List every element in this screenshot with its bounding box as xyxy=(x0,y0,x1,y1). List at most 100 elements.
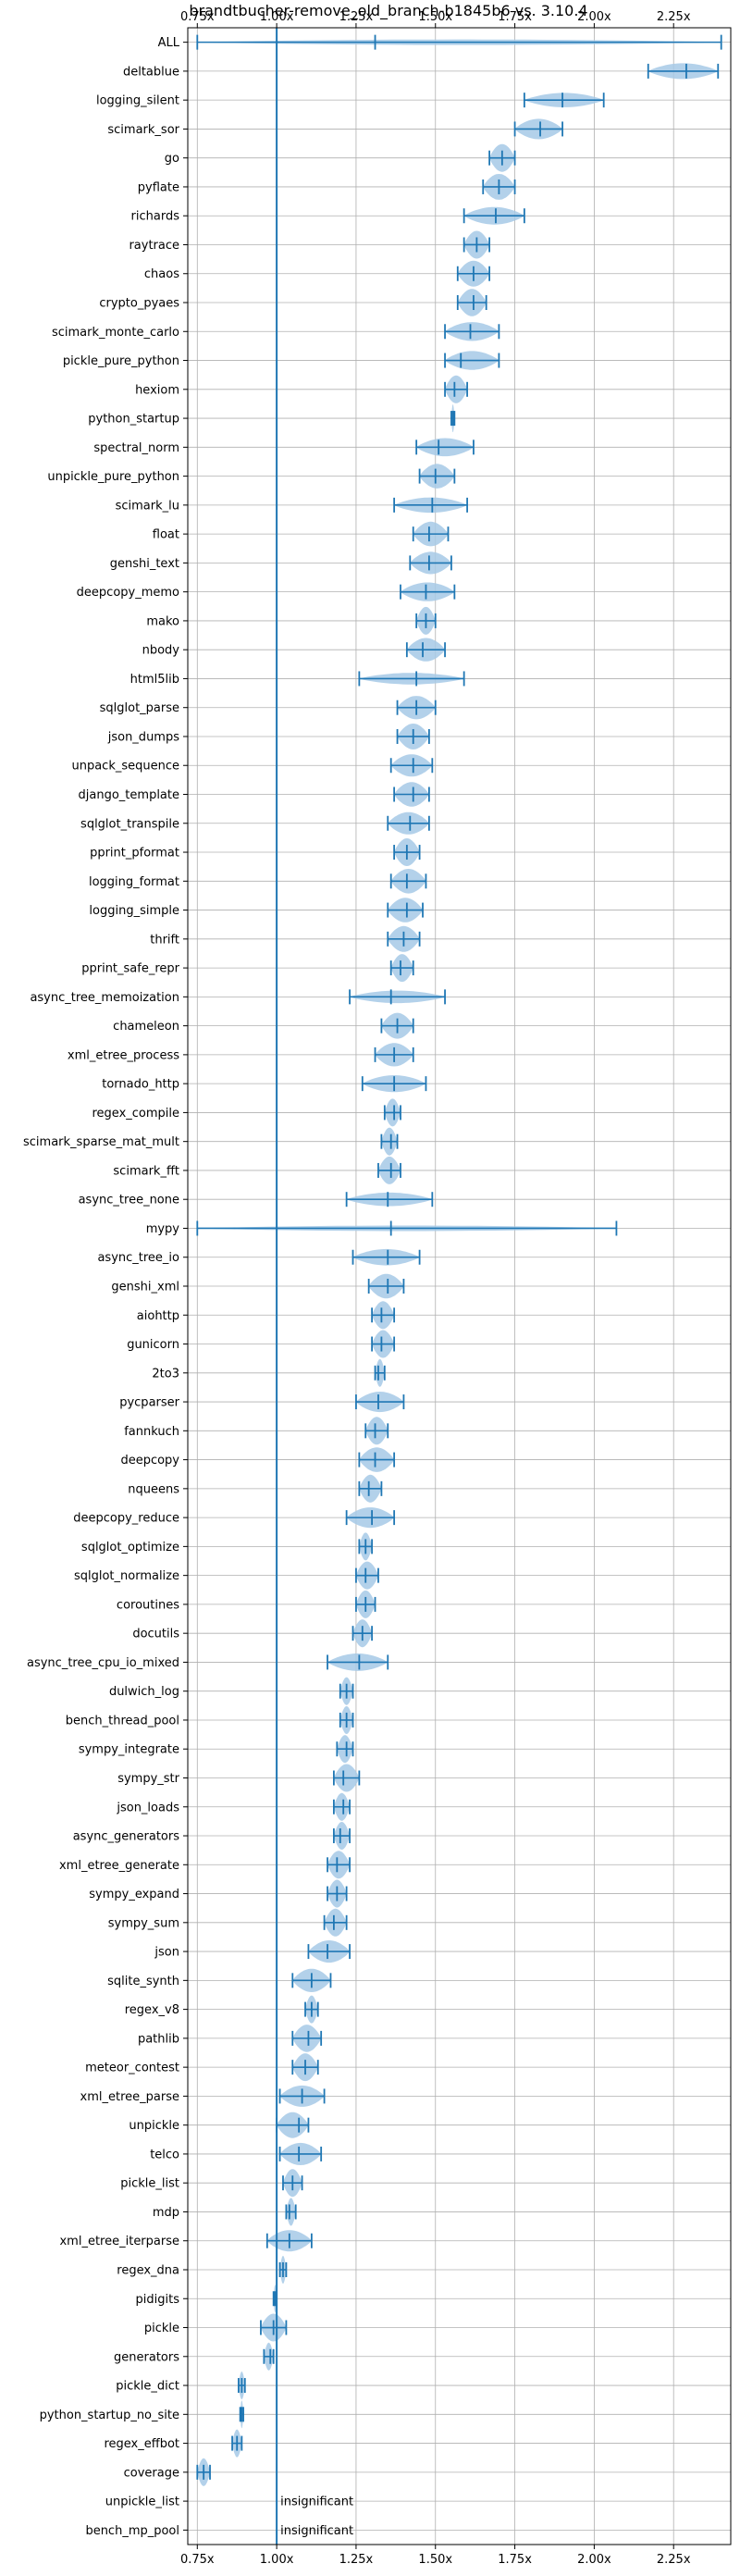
category-label: mdp xyxy=(153,2206,179,2220)
category-label: unpickle_pure_python xyxy=(47,470,179,484)
x-tick-label-bottom-0: 0.75x xyxy=(180,2553,215,2567)
category-label: async_tree_io xyxy=(97,1251,179,1265)
category-label: pickle_list xyxy=(120,2177,179,2191)
category-label: hexiom xyxy=(135,383,179,397)
category-label: tornado_http xyxy=(102,1078,179,1092)
category-label: thrift xyxy=(150,933,179,947)
category-label: nqueens xyxy=(128,1482,179,1496)
x-tick-label-bottom-3: 1.50x xyxy=(418,2553,452,2567)
category-label: xml_etree_parse xyxy=(80,2090,179,2104)
category-label: telco xyxy=(150,2148,179,2161)
x-tick-label-bottom-5: 2.00x xyxy=(577,2553,611,2567)
category-label: generators xyxy=(114,2350,179,2364)
category-label: sympy_integrate xyxy=(79,1743,179,1757)
chart-title: brandtbucher-remove_old_branch-b1845b6 v… xyxy=(189,2,587,20)
category-label: json_dumps xyxy=(107,730,179,744)
category-label: mako xyxy=(146,614,179,628)
category-label: docutils xyxy=(132,1628,179,1641)
category-label: spectral_norm xyxy=(93,441,179,455)
category-label: chameleon xyxy=(113,1020,179,1034)
category-label: mypy xyxy=(146,1222,180,1236)
category-label: xml_etree_iterparse xyxy=(59,2235,179,2248)
category-label: float xyxy=(153,528,179,542)
category-label: python_startup_no_site xyxy=(40,2409,179,2422)
x-tick-label-bottom-2: 1.25x xyxy=(339,2553,374,2567)
category-label: sqlglot_optimize xyxy=(81,1541,179,1554)
category-label: chaos xyxy=(144,267,179,281)
category-label: scimark_sparse_mat_mult xyxy=(23,1135,179,1149)
category-label: pickle_pure_python xyxy=(63,354,179,368)
category-label: coverage xyxy=(124,2466,179,2480)
x-tick-label-top-5: 2.00x xyxy=(577,10,611,24)
category-label: sympy_str xyxy=(117,1772,179,1786)
x-tick-label-top-1: 1.00x xyxy=(260,10,294,24)
category-label: 2to3 xyxy=(152,1367,179,1381)
category-label: bench_thread_pool xyxy=(66,1714,179,1728)
category-label: python_startup xyxy=(88,413,179,427)
category-label: async_generators xyxy=(73,1830,180,1844)
category-label: unpickle xyxy=(129,2119,179,2133)
category-label: unpickle_list xyxy=(105,2496,179,2509)
insignificant-label: insignificant xyxy=(280,2524,353,2538)
category-label: deepcopy_memo xyxy=(77,586,179,600)
category-label: richards xyxy=(131,210,180,224)
category-label: html5lib xyxy=(130,673,179,687)
category-label: regex_compile xyxy=(92,1107,179,1121)
category-label: pycparser xyxy=(119,1396,179,1410)
category-label: async_tree_none xyxy=(79,1194,179,1208)
category-label: pprint_pformat xyxy=(90,847,179,861)
category-label: fannkuch xyxy=(124,1425,179,1439)
x-tick-label-top-3: 1.50x xyxy=(418,10,452,24)
category-label: async_tree_memoization xyxy=(30,991,179,1005)
category-label: pathlib xyxy=(138,2032,179,2046)
category-label: regex_dna xyxy=(117,2263,179,2277)
category-label: go xyxy=(165,152,179,166)
plot-frame xyxy=(187,27,732,2545)
category-label: nbody xyxy=(142,644,180,658)
x-tick-label-bottom-1: 1.00x xyxy=(260,2553,294,2567)
axis-ticks: 0.75x 0.75x 1.00x 1.00x 1.25x 1.25x 1.50x 1.50x… xyxy=(180,10,691,2567)
category-label: pidigits xyxy=(136,2293,180,2307)
x-tick-label-bottom-4: 1.75x xyxy=(498,2553,532,2567)
category-label: coroutines xyxy=(117,1598,179,1612)
x-tick-label-top-2: 1.25x xyxy=(339,10,374,24)
category-label: django_template xyxy=(79,788,179,802)
insignificant-label: insignificant xyxy=(280,2496,353,2509)
category-label: pickle xyxy=(144,2322,179,2335)
category-label: deltablue xyxy=(123,65,179,79)
category-label: meteor_contest xyxy=(85,2062,179,2075)
category-label: scimark_sor xyxy=(107,123,179,137)
category-label: sqlglot_parse xyxy=(100,701,179,715)
category-label: deepcopy_reduce xyxy=(73,1512,179,1526)
category-label: scimark_lu xyxy=(116,499,179,513)
category-label: sympy_sum xyxy=(108,1916,179,1930)
category-label: xml_etree_process xyxy=(68,1048,179,1062)
category-label: logging_format xyxy=(89,875,179,889)
category-label: regex_effbot xyxy=(104,2437,179,2451)
category-label: scimark_monte_carlo xyxy=(52,326,179,340)
category-label: genshi_text xyxy=(110,557,179,571)
violins: insignificant insignificant xyxy=(196,34,722,2538)
category-label: pickle_dict xyxy=(116,2380,179,2394)
category-label: logging_simple xyxy=(89,904,179,918)
category-label: gunicorn xyxy=(127,1338,179,1352)
category-label: ALL xyxy=(158,36,180,50)
x-tick-label-top-6: 2.25x xyxy=(657,10,691,24)
x-tick-label-top-0: 0.75x xyxy=(180,10,215,24)
category-label: pprint_safe_repr xyxy=(81,962,179,976)
category-label: crypto_pyaes xyxy=(99,297,179,311)
category-label: json_loads xyxy=(116,1801,179,1814)
category-label: scimark_fft xyxy=(113,1164,179,1178)
category-label: async_tree_cpu_io_mixed xyxy=(27,1656,179,1670)
category-label: bench_mp_pool xyxy=(85,2524,179,2538)
category-label: raytrace xyxy=(129,239,179,253)
category-label: sympy_expand xyxy=(89,1888,179,1901)
category-label: xml_etree_generate xyxy=(59,1859,179,1873)
category-label: sqlglot_normalize xyxy=(74,1569,179,1583)
category-label: logging_silent xyxy=(96,94,179,108)
category-label: regex_v8 xyxy=(125,2003,179,2017)
category-label: aiohttp xyxy=(137,1309,179,1323)
category-label: genshi_xml xyxy=(111,1281,179,1294)
category-label: json xyxy=(154,1946,179,1960)
